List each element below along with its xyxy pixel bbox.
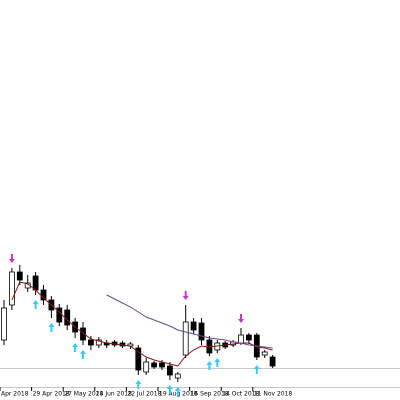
- x-tick-label: 14 Oct 2018: [222, 391, 259, 398]
- candle-body: [261, 351, 268, 356]
- candle-body: [143, 361, 150, 373]
- candle-body: [269, 356, 276, 367]
- x-tick-label: 22 Jul 2018: [127, 391, 161, 398]
- candle-body: [198, 322, 205, 341]
- signal-up-arrow: [72, 343, 79, 352]
- candle-body: [8, 271, 15, 306]
- x-tick-label: 16 Sep 2018: [191, 391, 229, 398]
- signal-up-arrow: [48, 323, 55, 332]
- moving-average-line: [106, 294, 273, 349]
- candle-body: [182, 321, 189, 356]
- candle-body: [159, 362, 165, 368]
- signal-down-arrow: [8, 254, 15, 263]
- candle-body: [16, 271, 23, 281]
- candle-body: [190, 321, 197, 331]
- signal-up-arrow: [253, 365, 260, 374]
- signal-up-arrow: [135, 380, 142, 389]
- candle-body: [95, 339, 102, 346]
- candle-body: [64, 309, 71, 326]
- candle-body: [245, 334, 252, 341]
- candle-body: [1, 307, 7, 341]
- x-tick-label: 24 Jun 2018: [96, 391, 132, 398]
- signal-up-arrow: [166, 385, 173, 394]
- candle-body: [166, 365, 173, 376]
- signal-down-arrow: [238, 314, 244, 323]
- signal-up-arrow: [214, 358, 221, 367]
- signal-up-arrow: [80, 350, 86, 359]
- signal-up-arrow: [32, 300, 39, 309]
- candle-body: [151, 362, 158, 368]
- candle-body: [238, 334, 244, 344]
- signal-up-arrow: [206, 361, 213, 370]
- candle-body: [32, 275, 39, 291]
- signal-up-arrow: [174, 387, 181, 396]
- x-tick-label: Apr 2018: [1, 391, 29, 398]
- moving-average-line: [11, 281, 273, 367]
- signal-down-arrow: [182, 291, 189, 300]
- candle-body: [88, 339, 94, 346]
- candle-body: [135, 347, 142, 371]
- candle-body: [80, 327, 86, 341]
- x-tick-label: 27 May 2018: [64, 391, 103, 398]
- x-tick-label: 11 Nov 2018: [254, 391, 293, 398]
- candle-body: [174, 373, 181, 379]
- x-tick-label: 29 Apr 2018: [33, 391, 70, 398]
